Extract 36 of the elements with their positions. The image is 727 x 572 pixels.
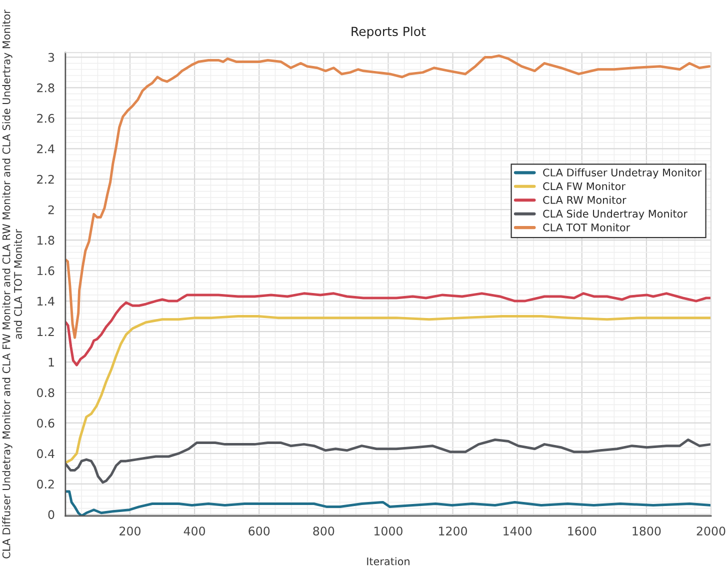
y-tick-label: 0.8	[37, 388, 54, 398]
legend-label: CLA Diffuser Undetray Monitor	[543, 168, 702, 178]
y-tick-label: 2.2	[37, 174, 54, 184]
legend-label: CLA TOT Monitor	[543, 223, 630, 232]
legend-label: CLA FW Monitor	[543, 182, 626, 190]
y-tick-label: 3	[48, 52, 54, 62]
x-tick-label: 600	[248, 526, 270, 536]
x-tick-label: 1800	[632, 526, 661, 536]
y-tick-label: 1.8	[38, 236, 54, 245]
x-tick-label: 1600	[568, 526, 596, 536]
y-tick-label: 0.4	[37, 449, 54, 458]
x-tick-label: 800	[313, 526, 334, 536]
y-tick-label: 1	[48, 358, 54, 366]
y-tick-label: 1.6	[38, 266, 54, 276]
x-tick-label: 1200	[439, 526, 468, 536]
y-axis-title: CLA Diffuser Undetray Monitor and CLA FW Monitor and CLA RW Monitor and CLA Side Undertray Monitor and CLA TOT Monitor	[2, 10, 22, 558]
legend-label: CLA RW Monitor	[543, 196, 626, 204]
legend-label: CLA Side Undertray Monitor	[543, 210, 688, 220]
y-tick-label: 1.4	[38, 296, 54, 306]
y-tick-label: 2.8	[37, 83, 54, 92]
y-tick-label: 0	[48, 510, 54, 520]
x-axis-title: Iteration	[367, 557, 410, 566]
x-tick-label: 1400	[504, 526, 532, 536]
x-tick-label: 2000	[696, 526, 726, 536]
line-series	[65, 315, 712, 464]
y-tick-label: 1.2	[38, 327, 54, 336]
line-series	[65, 292, 712, 366]
x-tick-label: 200	[120, 526, 140, 536]
x-tick-label: 400	[184, 526, 206, 536]
y-tick-label: 0.2	[37, 480, 54, 489]
y-tick-label: 2.6	[37, 114, 54, 123]
y-tick-label: 2	[48, 205, 54, 214]
y-tick-label: 2.4	[37, 144, 54, 154]
x-tick-label: 1000	[374, 526, 402, 536]
y-tick-label: 0.6	[37, 418, 54, 428]
chart-title: Reports Plot	[352, 26, 426, 39]
